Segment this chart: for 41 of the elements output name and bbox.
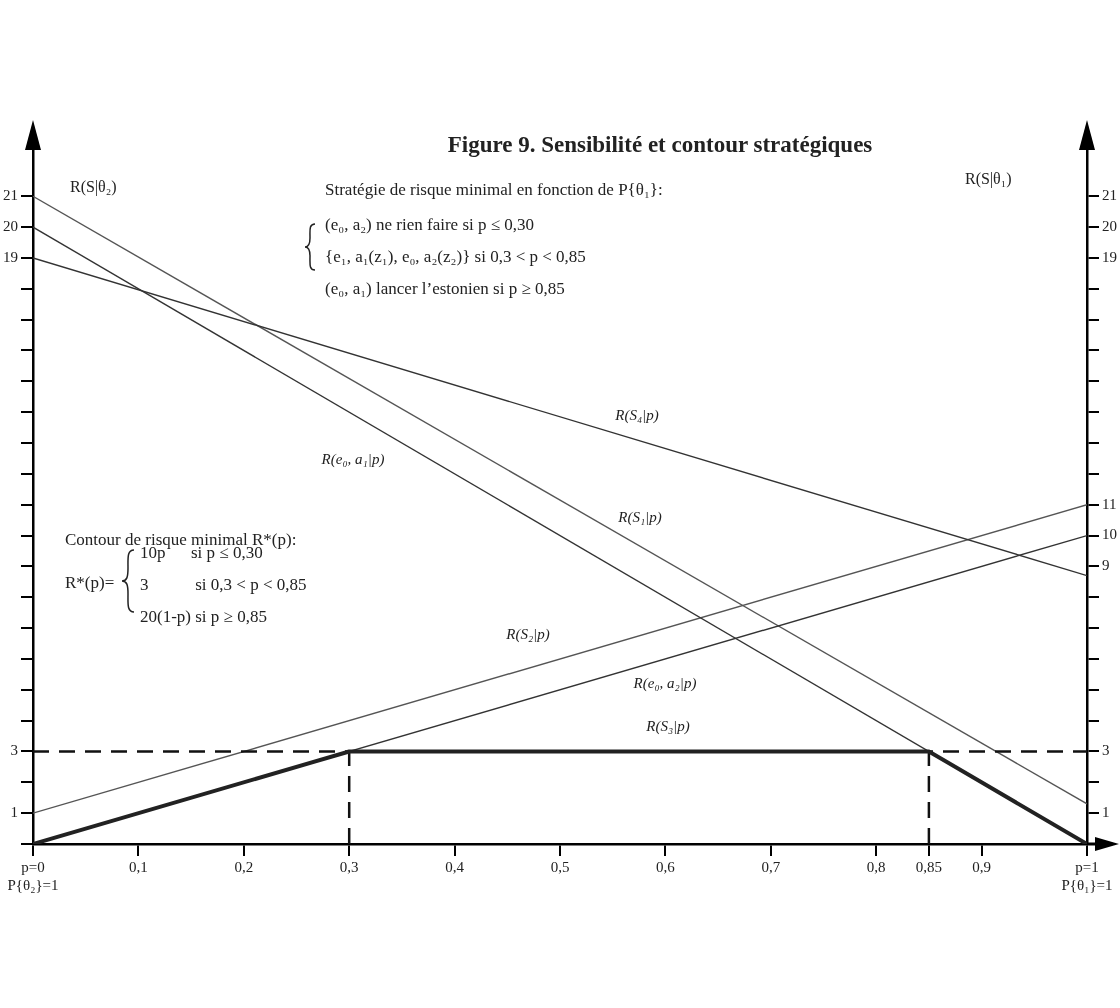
- annotation: R(S₁|p): [618, 508, 662, 526]
- x-tick-label: 0,4: [445, 858, 465, 875]
- y2-tick-label: 20: [1102, 218, 1117, 235]
- y2-tick-label: 19: [1102, 248, 1117, 265]
- y2-tick-label: 1: [1102, 804, 1110, 821]
- annotation: Stratégie de risque minimal en fonction de P{θ₁}:: [325, 180, 663, 200]
- y2-tick-label: 10: [1102, 526, 1117, 543]
- annotation: (e₀, a₂) ne rien faire si p ≤ 0,30: [325, 215, 535, 235]
- x-tick-label: 0,7: [761, 858, 781, 875]
- annotation: 20(1-p) si p ≥ 0,85: [140, 607, 267, 627]
- annotation: R(S₂|p): [506, 625, 550, 643]
- annotation: (e₀, a₁) lancer l’estonien si p ≥ 0,85: [325, 279, 565, 299]
- y-tick-label: 20: [3, 218, 18, 235]
- x-tick-label: p=0 P{θ₂}=1: [7, 858, 59, 893]
- y2-axis-title: R(S|θ₁): [965, 170, 1012, 188]
- chart-title: Figure 9. Sensibilité et contour stratégiques: [446, 132, 874, 158]
- x-tick-label: 0,3: [339, 858, 359, 875]
- y2-tick-label: 11: [1102, 495, 1117, 512]
- y-tick-label: 3: [10, 742, 18, 759]
- annotation: R(e₀, a₂|p): [633, 674, 697, 692]
- x-tick-label: 0,85: [915, 858, 943, 875]
- annotation: 3 si 0,3 < p < 0,85: [140, 575, 307, 595]
- annotation: R(S₃|p): [646, 717, 690, 735]
- annotation: R(e₀, a₁|p): [321, 450, 385, 468]
- x-tick-label: 0,8: [866, 858, 886, 875]
- x-tick-label: 0,6: [656, 858, 676, 875]
- y-tick-label: 19: [3, 248, 18, 265]
- x-tick-label: 0,1: [129, 858, 148, 875]
- annotation: R(S₄|p): [615, 406, 659, 424]
- x-tick-label: 0,5: [550, 858, 570, 875]
- x-tick-label: 0,9: [972, 858, 991, 875]
- annotation: {e₁, a₁(z₁), e₀, a₂(z₂)} si 0,3 < p < 0,85: [325, 247, 586, 267]
- y-tick-label: 21: [3, 187, 18, 204]
- y2-tick-label: 3: [1102, 742, 1110, 759]
- y2-tick-label: 21: [1102, 187, 1117, 204]
- x-tick-label: p=1 P{θ₁}=1: [1061, 858, 1113, 893]
- annotation: R*(p)=: [65, 573, 115, 593]
- x-tick-label: 0,2: [234, 858, 254, 875]
- y-axis-title: R(S|θ₂): [70, 178, 117, 196]
- y-tick-label: 1: [10, 804, 18, 821]
- y2-tick-label: 9: [1102, 557, 1110, 574]
